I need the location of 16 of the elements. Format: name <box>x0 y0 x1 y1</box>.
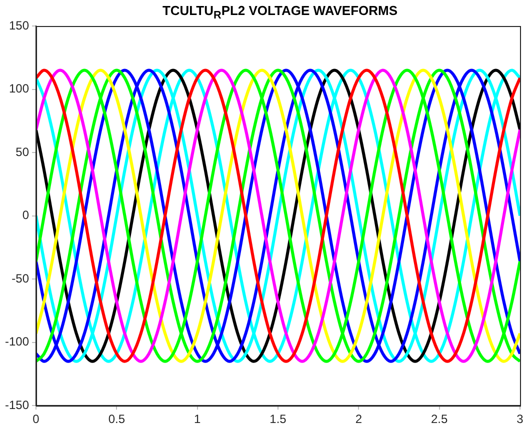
chart-title: TCULTU$_{R}$PL2 VOLTAGE WAVEFORMS <box>161 3 399 22</box>
y-tick-label: 50 <box>16 144 30 159</box>
x-tick-label: 1.5 <box>270 412 287 426</box>
x-tick-label: 0.5 <box>108 412 126 426</box>
y-tick-label: -50 <box>12 271 30 286</box>
line-series <box>36 68 520 363</box>
y-tick-label: 0 <box>22 208 30 222</box>
x-tick-label: 1 <box>194 412 201 426</box>
x-tick-label: 3 <box>516 412 524 426</box>
y-tick-label: -150 <box>4 398 30 412</box>
y-tick-label: 150 <box>8 18 30 32</box>
y-tick-label: 100 <box>8 82 30 96</box>
x-tick-label: 0 <box>32 412 40 426</box>
y-tick-label: -100 <box>4 334 30 349</box>
x-tick-label: 2 <box>355 412 362 426</box>
x-tick-label: 2.5 <box>430 412 448 426</box>
